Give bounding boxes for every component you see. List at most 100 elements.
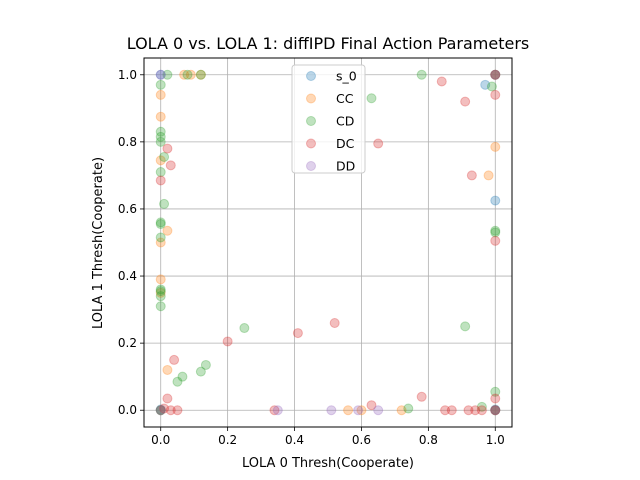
x-tick-label: 0.8 <box>419 433 438 447</box>
data-point <box>356 405 367 416</box>
y-tick-label: 0.2 <box>118 336 137 350</box>
data-point <box>490 141 501 152</box>
data-point <box>172 405 183 416</box>
data-point <box>269 405 280 416</box>
data-point <box>155 217 166 228</box>
data-point <box>179 69 190 80</box>
legend: s_0 CC CD DC DD <box>291 64 366 174</box>
series-dd <box>155 69 501 416</box>
y-axis-ticks: 0.0 0.2 0.4 0.6 0.8 1.0 <box>118 68 144 417</box>
data-point <box>460 321 471 332</box>
series-cd <box>155 69 501 416</box>
legend-marker <box>306 71 316 81</box>
data-point <box>155 287 166 298</box>
x-tick-label: 0.6 <box>352 433 371 447</box>
data-point <box>162 225 173 236</box>
legend-box <box>291 64 366 174</box>
data-point <box>195 69 206 80</box>
legend-label: CC <box>336 91 354 106</box>
data-point <box>155 405 166 416</box>
legend-marker <box>306 161 316 171</box>
data-point <box>272 405 283 416</box>
y-tick-label: 0.0 <box>118 403 137 417</box>
data-point <box>416 391 427 402</box>
data-point <box>200 359 211 370</box>
data-point <box>466 170 477 181</box>
data-point <box>185 69 196 80</box>
data-point <box>490 195 501 206</box>
legend-label: s_0 <box>336 69 357 84</box>
data-point <box>490 69 501 80</box>
data-point <box>155 126 166 137</box>
y-tick-label: 0.6 <box>118 202 137 216</box>
data-point <box>476 405 487 416</box>
legend-label: DC <box>336 136 355 151</box>
data-point <box>155 405 166 416</box>
data-point <box>490 69 501 80</box>
legend-marker <box>306 138 316 149</box>
data-point <box>177 371 188 382</box>
data-point <box>155 286 166 297</box>
data-point <box>490 405 501 416</box>
data-point <box>172 376 183 387</box>
y-axis-label: LOLA 1 Thresh(Cooperate) <box>91 157 106 329</box>
data-point <box>416 69 427 80</box>
data-point <box>159 198 170 209</box>
data-point <box>165 160 176 171</box>
data-point <box>155 69 166 80</box>
data-point <box>446 405 457 416</box>
data-point <box>490 405 501 416</box>
legend-label: DD <box>336 159 355 174</box>
data-point <box>162 393 173 404</box>
data-point <box>222 336 233 347</box>
series-s-0 <box>155 69 501 416</box>
data-point <box>343 405 354 416</box>
data-point <box>159 151 170 162</box>
data-point <box>155 291 166 302</box>
data-point <box>162 69 173 80</box>
x-axis-label: LOLA 0 Thresh(Cooperate) <box>242 456 414 471</box>
data-point <box>396 405 407 416</box>
data-point <box>490 393 501 404</box>
data-point <box>490 69 501 80</box>
data-point <box>182 69 193 80</box>
data-point <box>490 89 501 100</box>
x-tick-label: 0.2 <box>218 433 237 447</box>
data-point <box>155 274 166 285</box>
chart-title: LOLA 0 vs. LOLA 1: diffIPD Final Action … <box>127 34 530 53</box>
data-point <box>490 225 501 236</box>
y-tick-label: 1.0 <box>118 68 137 82</box>
data-point <box>155 89 166 100</box>
series-cc <box>155 69 501 416</box>
legend-marker <box>306 116 316 126</box>
data-point <box>155 301 166 312</box>
data-point <box>329 318 340 329</box>
data-point <box>490 404 501 415</box>
data-point <box>155 79 166 90</box>
data-point <box>483 170 494 181</box>
data-point <box>155 404 166 415</box>
data-point <box>155 405 166 416</box>
data-point <box>486 81 497 92</box>
legend-label: CD <box>336 114 354 129</box>
data-point <box>463 405 474 416</box>
data-point <box>239 323 250 334</box>
data-point <box>366 93 377 104</box>
data-point <box>169 354 180 365</box>
data-point <box>353 405 364 416</box>
data-point <box>490 69 501 80</box>
data-point <box>403 403 414 414</box>
data-point <box>490 235 501 246</box>
data-point <box>470 405 481 416</box>
data-point <box>292 328 303 339</box>
data-points <box>155 69 501 416</box>
x-tick-label: 0.0 <box>151 433 170 447</box>
data-point <box>162 143 173 154</box>
data-point <box>155 405 166 416</box>
data-point <box>155 175 166 186</box>
data-point <box>159 403 170 414</box>
data-point <box>366 400 377 411</box>
data-point <box>490 69 501 80</box>
data-point <box>436 76 447 87</box>
